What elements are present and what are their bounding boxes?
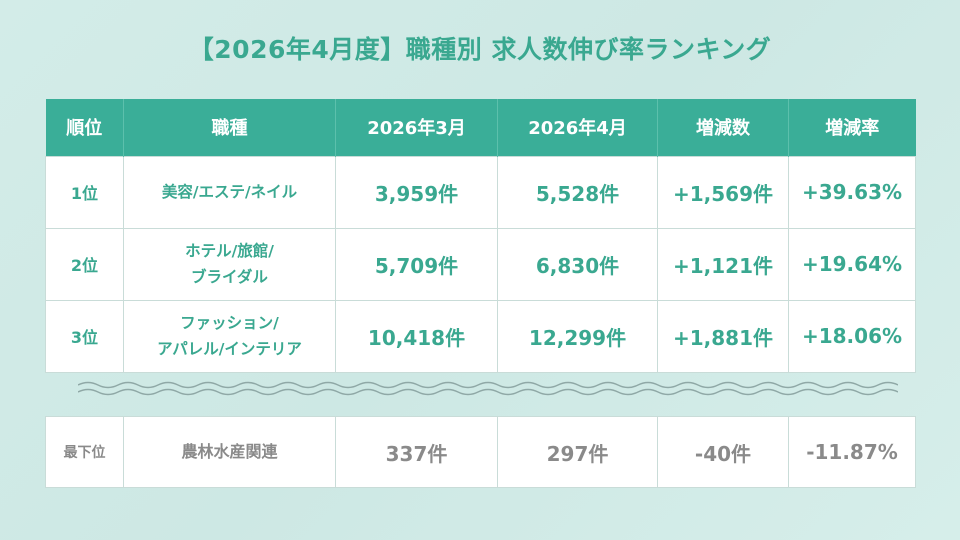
job-line: ブライダル (191, 268, 268, 286)
table-header-row: 順位 職種 2026年3月 2026年4月 増減数 増減率 (45, 99, 916, 156)
header-rate: 増減率 (788, 99, 916, 156)
wave-separator (78, 381, 898, 396)
header-diff: 増減数 (657, 99, 789, 156)
april-count: 5,528件 (497, 155, 658, 229)
diff-count: +1,121件 (657, 227, 789, 301)
growth-rate: +18.06% (788, 299, 916, 373)
growth-rate: -11.87% (788, 416, 916, 488)
rank-cell: 2位 (45, 227, 124, 301)
diff-count: +1,569件 (657, 155, 789, 229)
ranking-table: 順位 職種 2026年3月 2026年4月 増減数 増減率 1位 美容/エステ/… (45, 99, 916, 373)
march-count: 5,709件 (335, 227, 498, 301)
rank-cell: 3位 (45, 299, 124, 373)
diff-count: -40件 (657, 416, 789, 488)
march-count: 3,959件 (335, 155, 498, 229)
header-april: 2026年4月 (497, 99, 658, 156)
april-count: 6,830件 (497, 227, 658, 301)
header-job: 職種 (123, 99, 336, 156)
table-row: 3位 ファッション/ アパレル/インテリア 10,418件 12,299件 +1… (45, 299, 916, 373)
diff-count: +1,881件 (657, 299, 789, 373)
bottom-rank-table: 最下位 農林水産関連 337件 297件 -40件 -11.87% (45, 416, 916, 488)
job-cell: ホテル/旅館/ ブライダル (123, 227, 336, 301)
growth-rate: +39.63% (788, 155, 916, 229)
job-line: ファッション/ (180, 314, 279, 332)
job-cell: 農林水産関連 (123, 416, 336, 488)
job-line: 美容/エステ/ネイル (161, 183, 298, 201)
april-count: 297件 (497, 416, 658, 488)
table-row: 2位 ホテル/旅館/ ブライダル 5,709件 6,830件 +1,121件 +… (45, 227, 916, 301)
job-line: アパレル/インテリア (157, 340, 302, 358)
header-rank: 順位 (45, 99, 124, 156)
march-count: 337件 (335, 416, 498, 488)
table-row: 1位 美容/エステ/ネイル 3,959件 5,528件 +1,569件 +39.… (45, 155, 916, 229)
page-title: 【2026年4月度】職種別 求人数伸び率ランキング (188, 35, 772, 64)
job-cell: ファッション/ アパレル/インテリア (123, 299, 336, 373)
table-row: 最下位 農林水産関連 337件 297件 -40件 -11.87% (45, 416, 916, 488)
job-cell: 美容/エステ/ネイル (123, 155, 336, 229)
rank-cell: 1位 (45, 155, 124, 229)
job-line: ホテル/旅館/ (185, 242, 274, 260)
march-count: 10,418件 (335, 299, 498, 373)
header-march: 2026年3月 (335, 99, 498, 156)
april-count: 12,299件 (497, 299, 658, 373)
rank-cell: 最下位 (45, 416, 124, 488)
growth-rate: +19.64% (788, 227, 916, 301)
